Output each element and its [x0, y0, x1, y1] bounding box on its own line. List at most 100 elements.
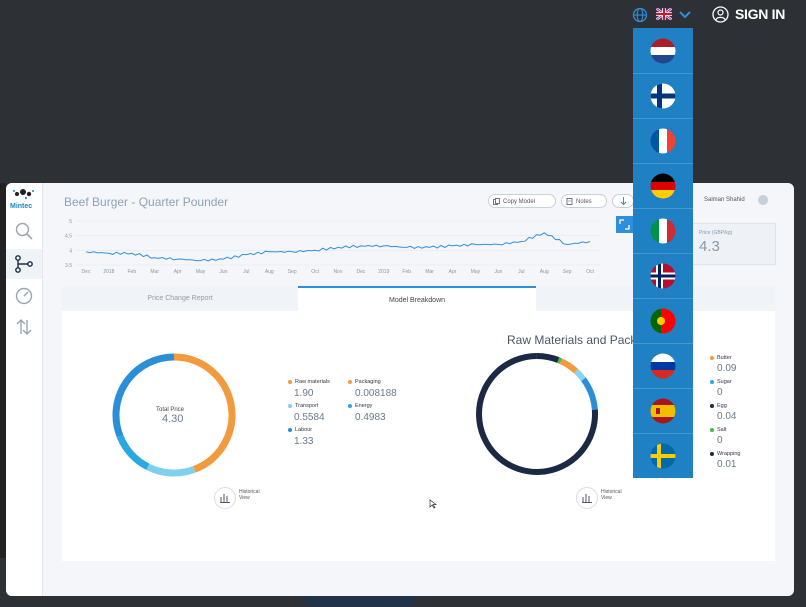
flag-shape	[650, 128, 676, 154]
france-flag-icon	[650, 128, 676, 154]
download-button[interactable]	[612, 194, 634, 208]
tab-price-change-report[interactable]: Price Change Report	[62, 286, 298, 311]
mouse-cursor-icon	[429, 499, 437, 509]
transfer-arrows-icon[interactable]	[13, 316, 35, 338]
donut-slice	[581, 377, 598, 410]
flag-band	[650, 173, 676, 182]
x-tick-label: Jul	[518, 269, 524, 275]
flag-shape	[650, 353, 676, 379]
bar-chart-icon	[220, 494, 230, 503]
legend-label: Sugar	[717, 379, 732, 385]
search-icon[interactable]	[13, 220, 35, 242]
legend-value: 0.01	[717, 459, 737, 470]
tab-model-breakdown[interactable]: Model Breakdown	[298, 286, 536, 311]
legend-label: Butter	[717, 355, 732, 361]
finland-flag-icon	[650, 83, 676, 109]
globe-icon[interactable]	[632, 7, 648, 23]
language-option-norwegian[interactable]	[633, 253, 693, 299]
x-tick-label: Oct	[311, 269, 319, 275]
language-option-russian[interactable]	[633, 343, 693, 389]
flag-band	[650, 47, 676, 55]
flag-band	[659, 128, 667, 154]
flag-band	[659, 218, 667, 244]
flag-shape	[650, 308, 676, 334]
legend-value: 1.33	[294, 436, 314, 447]
user-icon[interactable]	[712, 6, 729, 23]
language-option-french[interactable]	[633, 118, 693, 164]
model-tree-icon[interactable]	[13, 253, 35, 275]
download-icon	[620, 197, 627, 206]
language-option-swedish[interactable]	[633, 433, 693, 479]
portugal-flag-icon	[650, 308, 676, 334]
flag-shape	[650, 443, 676, 469]
raw-materials-chart-title: Raw Materials and Pack	[507, 333, 637, 347]
netherlands-flag-icon	[650, 38, 676, 64]
y-tick-label: 4.5	[65, 234, 72, 240]
donut-slice	[476, 353, 598, 475]
legend-sugar: Sugar	[710, 379, 732, 385]
historical-view-circle	[214, 487, 236, 509]
x-tick-label: Sep	[288, 269, 297, 275]
uk-flag-icon[interactable]	[656, 8, 672, 20]
copy-model-button[interactable]: Copy Model	[488, 194, 556, 208]
legend-transport: Transport	[288, 403, 318, 409]
legend-dot	[710, 427, 714, 432]
legend-value: 0	[717, 387, 723, 398]
sign-in-button[interactable]: SIGN IN	[735, 6, 786, 22]
app-screenshot: Mintec Beef Burger - Quarter Pounder Cop…	[6, 183, 794, 596]
flag-shape	[650, 263, 676, 289]
user-menu-button[interactable]	[758, 195, 768, 205]
language-option-italian[interactable]	[633, 208, 693, 254]
expand-icon	[619, 219, 630, 230]
legend-labour: Labour	[288, 427, 312, 433]
chevron-down-icon[interactable]	[678, 10, 692, 20]
donut-slice	[116, 434, 150, 470]
x-tick-label: Apr	[449, 269, 457, 275]
price-line-chart: 5 4.5 4 3.5 Dec 2018 Feb Mar Apr May Jun Jul Aug Sep O…	[65, 219, 600, 275]
donut-slice	[559, 358, 579, 374]
x-tick-label: Feb	[402, 269, 411, 275]
x-tick-label: 2019	[378, 269, 389, 275]
language-option-finnish[interactable]	[633, 73, 693, 119]
gauge-icon[interactable]	[13, 285, 35, 307]
flag-band	[650, 405, 676, 417]
page-edge	[0, 183, 6, 558]
language-option-portuguese[interactable]	[633, 298, 693, 344]
mintec-logo-icon	[13, 189, 34, 200]
language-option-spanish[interactable]	[633, 388, 693, 434]
flag-shape	[650, 398, 676, 424]
sweden-flag-icon	[650, 443, 676, 469]
notes-button[interactable]: Notes	[561, 194, 607, 208]
italy-flag-icon	[650, 218, 676, 244]
flag-band	[650, 218, 659, 244]
background-shape	[302, 596, 416, 607]
legend-energy: Energy	[348, 403, 372, 409]
language-option-dutch[interactable]	[633, 28, 693, 74]
legend-dot	[710, 355, 714, 360]
bar-chart-icon	[582, 494, 592, 503]
x-tick-label: Mar	[150, 269, 159, 275]
flag-band	[650, 128, 659, 154]
price-series-line	[85, 232, 591, 262]
x-tick-label: Sep	[563, 269, 572, 275]
flag-band	[650, 182, 676, 190]
legend-value: 0.09	[717, 363, 737, 374]
y-tick-label: 3.5	[65, 263, 72, 269]
donut-slice	[112, 353, 175, 438]
flag-shape	[650, 38, 676, 64]
flag-band	[650, 353, 676, 362]
flag-emblem	[657, 317, 665, 325]
flag-cross	[650, 93, 676, 99]
historical-view-circle	[576, 487, 598, 509]
x-tick-label: May	[471, 269, 481, 275]
sidebar: Mintec	[6, 183, 43, 596]
language-option-german[interactable]	[633, 163, 693, 209]
expand-chart-button[interactable]	[616, 216, 633, 233]
logo-text: Mintec	[10, 203, 33, 210]
flag-shape	[650, 83, 676, 109]
donut-slice	[574, 369, 586, 382]
donut-slice	[557, 357, 563, 364]
legend-packaging: Packaging	[348, 379, 381, 385]
x-tick-label: Dec	[82, 269, 91, 275]
model-breakdown-panel: Total Price 4.30 Raw materials 1.90 Pack…	[62, 311, 775, 561]
